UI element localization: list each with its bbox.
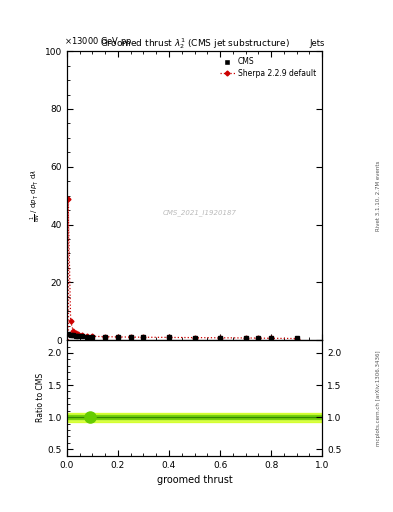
Text: $\times$13000 GeV pp: $\times$13000 GeV pp	[64, 35, 133, 48]
X-axis label: groomed thrust: groomed thrust	[157, 475, 232, 485]
Text: Rivet 3.1.10, 2.7M events: Rivet 3.1.10, 2.7M events	[376, 160, 381, 231]
Text: Jets: Jets	[309, 39, 325, 48]
Y-axis label: Ratio to CMS: Ratio to CMS	[36, 373, 45, 422]
Bar	[67, 415, 322, 419]
Y-axis label: $\frac{1}{\mathrm{d}N}$ / $\mathrm{d}p_\mathrm{T}$ $\mathrm{d}p_\mathrm{T}$ $\ma: $\frac{1}{\mathrm{d}N}$ / $\mathrm{d}p_\…	[29, 169, 43, 222]
Title: Groomed thrust $\lambda_2^1$ (CMS jet substructure): Groomed thrust $\lambda_2^1$ (CMS jet su…	[99, 36, 290, 51]
Legend: CMS, Sherpa 2.2.9 default: CMS, Sherpa 2.2.9 default	[217, 55, 318, 80]
Text: mcplots.cern.ch [arXiv:1306.3436]: mcplots.cern.ch [arXiv:1306.3436]	[376, 350, 381, 446]
Bar	[67, 413, 322, 422]
Text: CMS_2021_I1920187: CMS_2021_I1920187	[163, 209, 237, 217]
